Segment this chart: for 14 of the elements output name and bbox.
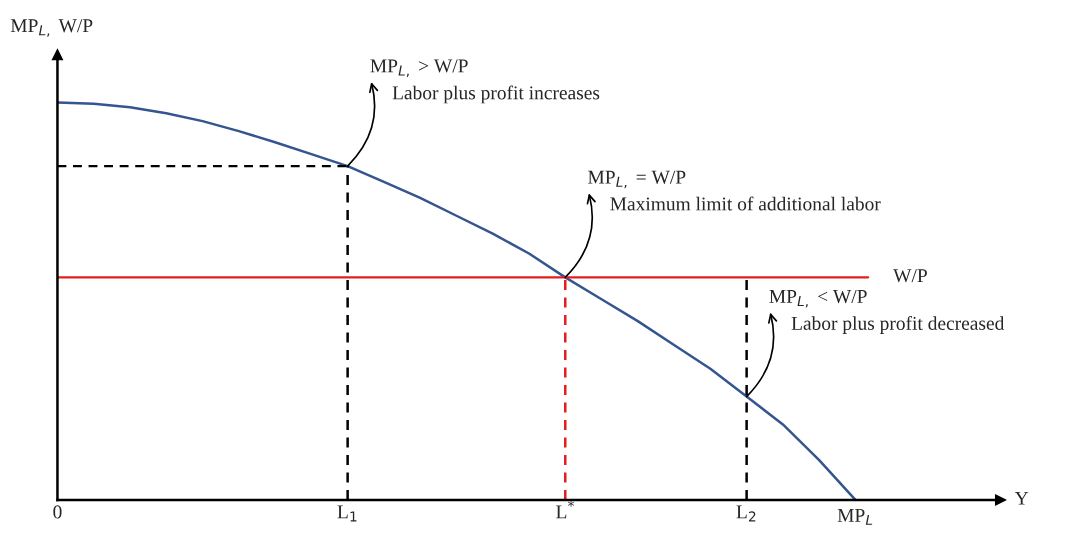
x-tick-label: L$_{2}$ <box>736 505 756 522</box>
annotation: Labor plus profit increases <box>392 85 600 104</box>
annotation: MP$_{L,}$ < W/P <box>769 290 867 308</box>
annotation: MP$_{L,}$ = W/P <box>588 170 686 189</box>
y-axis-title: MP$_{L,}$ W/P <box>10 19 93 37</box>
series-label: MP$_{L}$ <box>837 508 873 525</box>
x-tick-label: L$^{*}$ <box>556 500 574 519</box>
x-tick-label: 0 <box>53 505 62 519</box>
ref-line-label: W/P <box>893 269 927 283</box>
annotation: Labor plus profit decreased <box>791 316 1005 334</box>
x-tick-label: L$_{1}$ <box>337 505 357 522</box>
annotation: Maximum limit of additional labor <box>610 196 881 211</box>
annotation: MP$_{L,}$ > W/P <box>370 59 468 78</box>
x-axis-title: Y <box>1014 491 1029 505</box>
